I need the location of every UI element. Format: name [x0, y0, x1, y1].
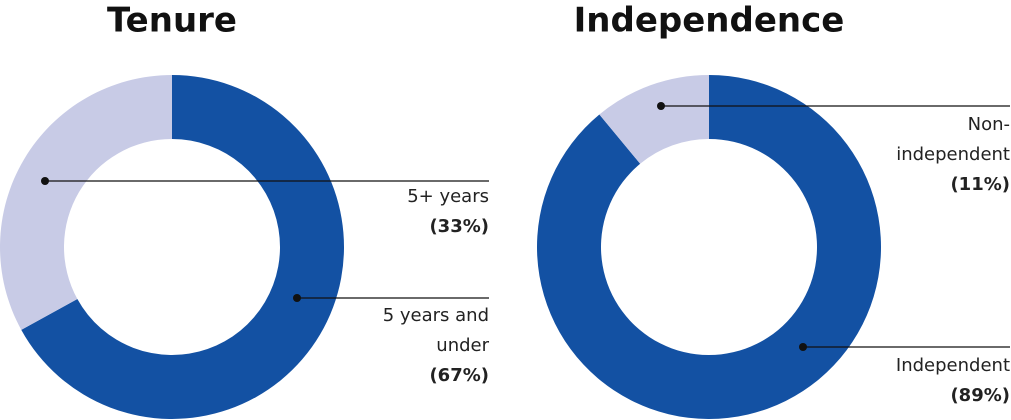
donut-slice — [537, 75, 882, 419]
chart-title: Independence — [574, 1, 845, 41]
category-label: 5+ years — [407, 186, 489, 207]
donut-slice — [0, 75, 173, 330]
value-label: (11%) — [950, 174, 1010, 195]
slice-label: Independent (89%) — [880, 351, 1010, 411]
value-label: (67%) — [429, 365, 489, 386]
leader-dot — [293, 294, 301, 302]
category-label: Independent — [895, 355, 1010, 376]
slice-label: Non-independent (11%) — [880, 110, 1010, 200]
slice-label: 5+ years (33%) — [359, 182, 489, 242]
value-label: (33%) — [429, 216, 489, 237]
category-label: Non-independent — [896, 114, 1010, 165]
leader-dot — [657, 102, 665, 110]
leader-dot — [799, 343, 807, 351]
slice-label: 5 years and under (67%) — [359, 301, 489, 391]
leader-dot — [41, 177, 49, 185]
chart-title: Tenure — [107, 1, 237, 41]
donut-slice — [599, 75, 709, 164]
value-label: (89%) — [950, 385, 1010, 406]
category-label: 5 years and under — [382, 305, 489, 356]
donut-slice — [21, 75, 345, 419]
